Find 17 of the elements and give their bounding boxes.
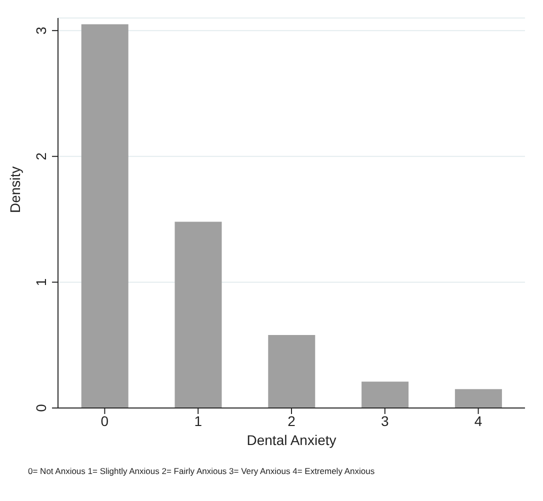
- x-tick-label: 3: [381, 412, 389, 429]
- y-axis-title: Density: [6, 166, 23, 213]
- bar: [174, 222, 222, 408]
- x-tick-label: 0: [100, 412, 109, 429]
- x-axis-title: Dental Anxiety: [246, 432, 336, 448]
- y-tick-label: 0: [33, 404, 49, 412]
- bar: [454, 389, 502, 408]
- bar: [81, 24, 128, 408]
- x-tick-label: 2: [288, 412, 296, 429]
- text: 0= Not Anxious 1= Slightly Anxious 2= Fairly Anxious 3= Very Anxious 4= Extremely Anxious: [27, 466, 376, 476]
- y-tick-label: 2: [33, 152, 49, 160]
- bar: [268, 335, 316, 408]
- x-tick-label: 1: [194, 412, 202, 429]
- y-tick-label: 1: [33, 278, 49, 286]
- y-tick-label: 3: [33, 26, 49, 34]
- bar: [362, 382, 409, 408]
- x-tick-label: 4: [474, 412, 482, 429]
